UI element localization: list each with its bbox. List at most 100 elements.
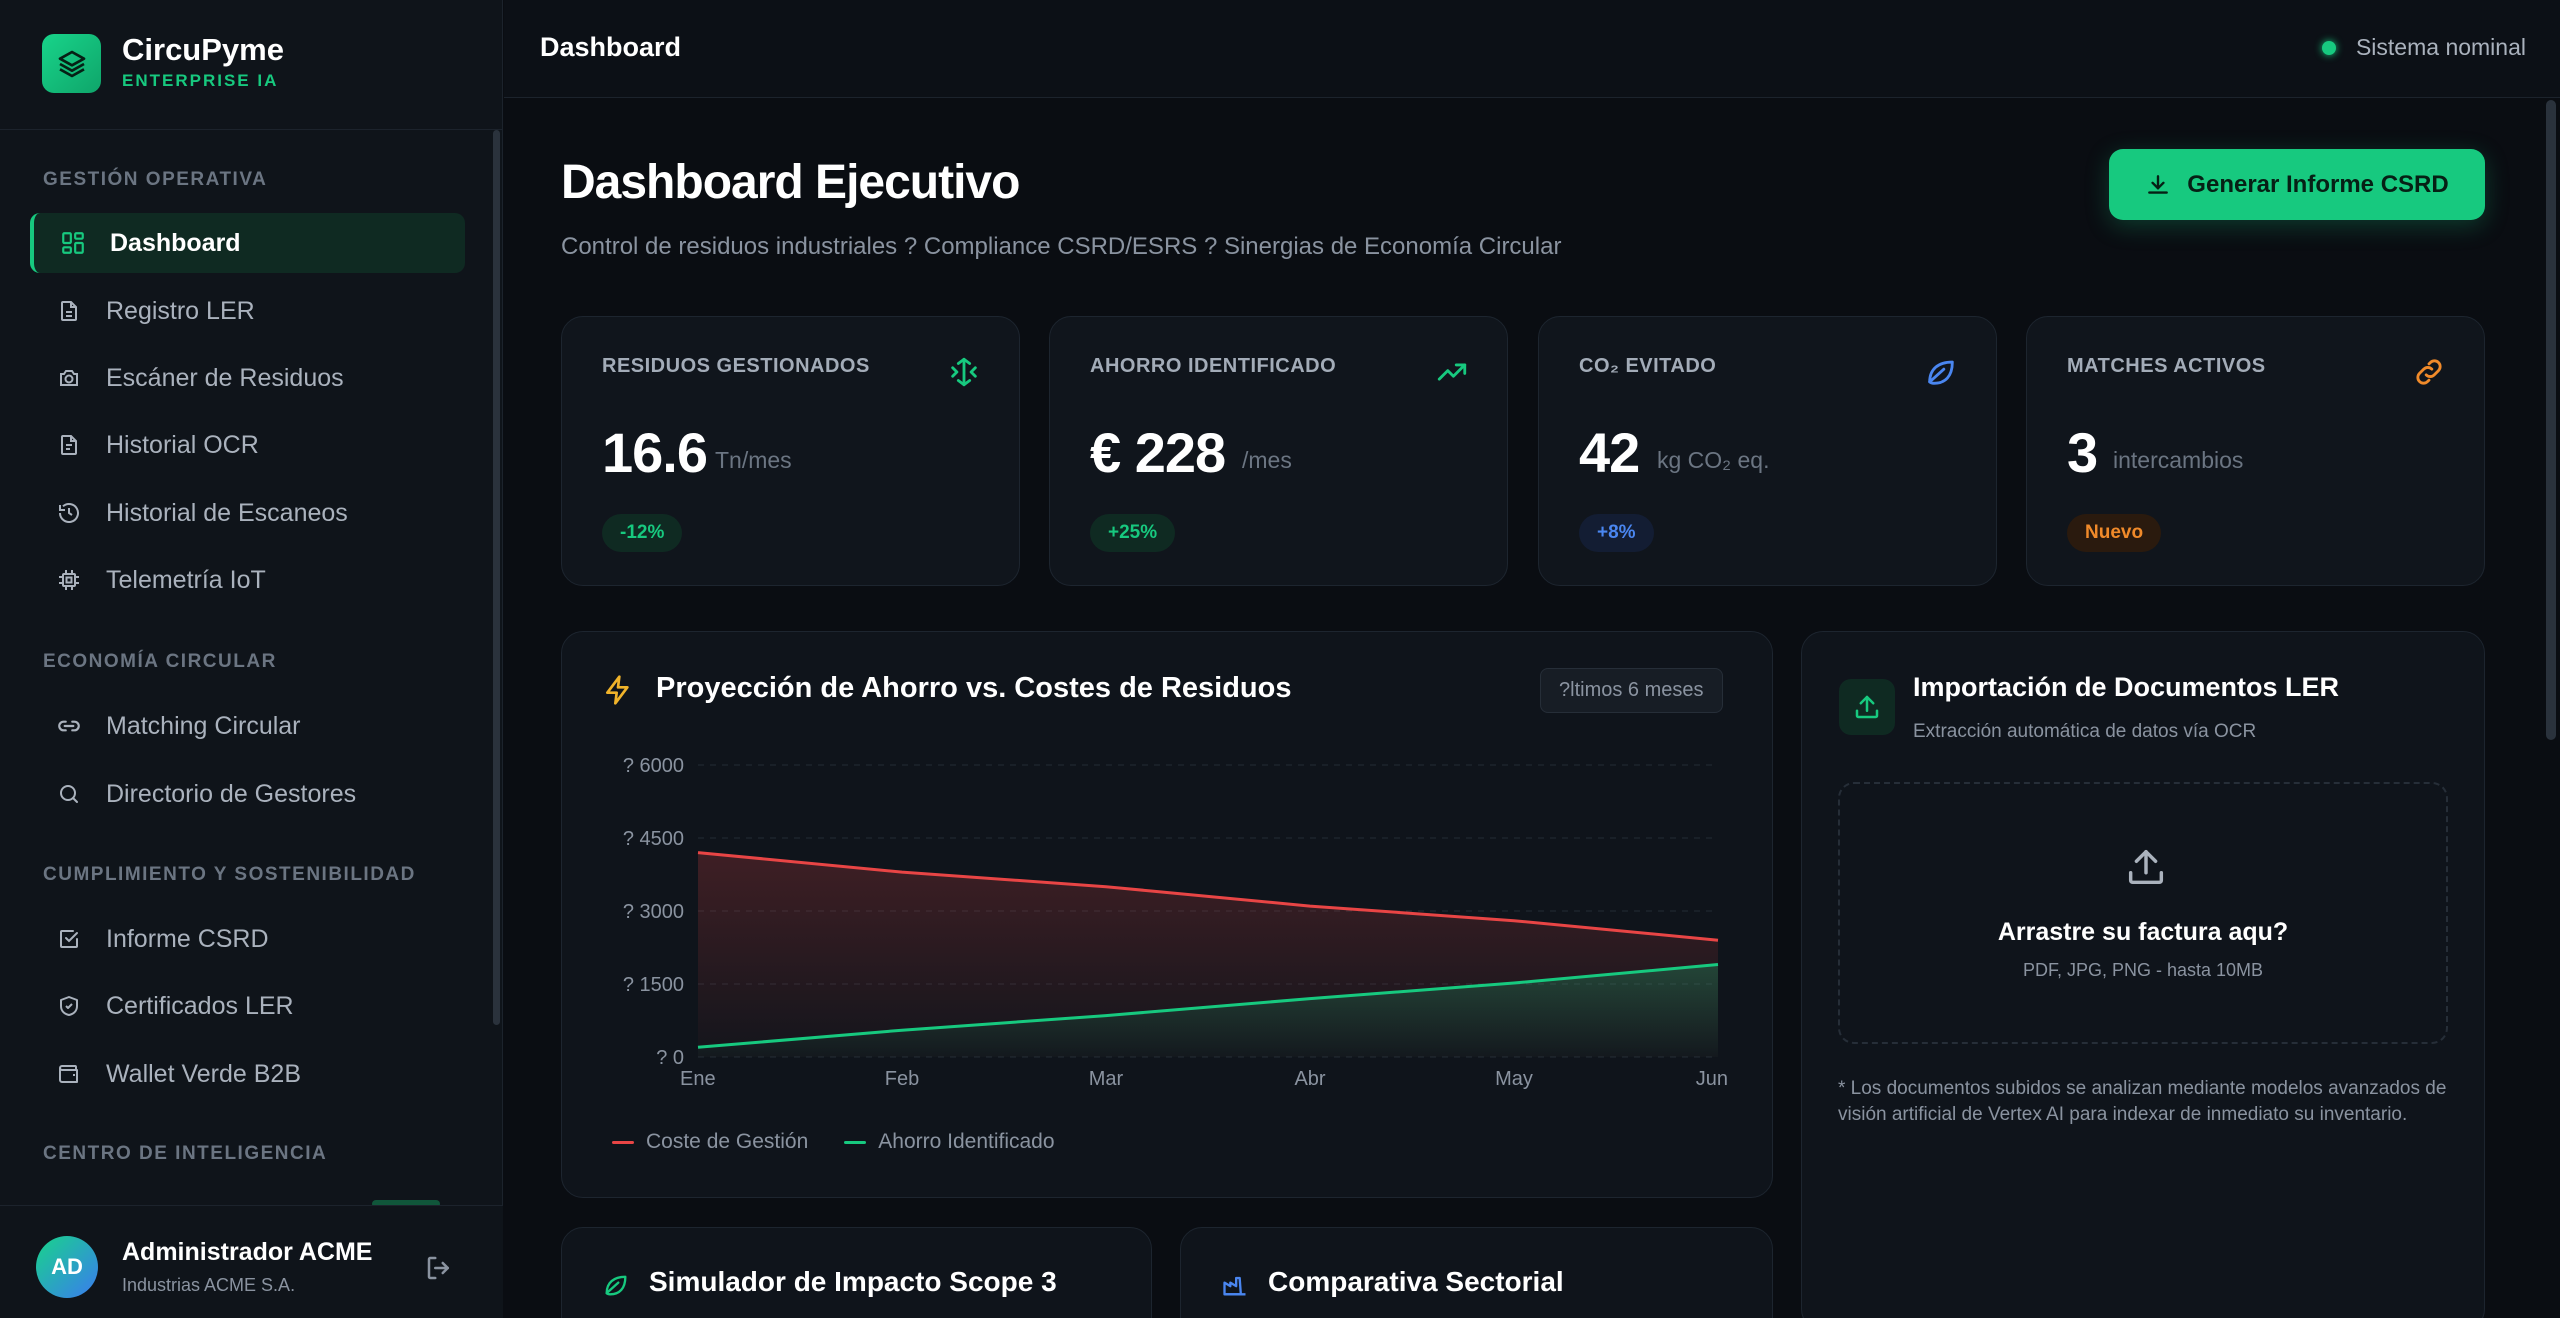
kpi-card-co2[interactable]: CO₂ EVITADO 42 kg CO₂ eq. +8% [1538, 316, 1997, 586]
chart-x-axis: Ene Feb Mar Abr May Jun [680, 1068, 1728, 1090]
series-line [697, 851, 1719, 942]
import-title: Importación de Documentos LER [1913, 672, 2340, 702]
status-text: Sistema nominal [2355, 34, 2526, 60]
status-dot-icon [2321, 40, 2336, 55]
kpi-value: 16.6 [602, 421, 708, 484]
legend-swatch [612, 1140, 634, 1144]
legend-item-coste[interactable]: Coste de Gestión [612, 1130, 808, 1154]
user-org: Industrias ACME S.A. [122, 1275, 296, 1295]
legend-label: Coste de Gestión [646, 1130, 809, 1153]
link-icon [54, 711, 84, 741]
y-tick-label: ? 4500 [623, 828, 684, 850]
kpi-badge: +25% [1090, 514, 1176, 552]
legend-item-ahorro[interactable]: Ahorro Identificado [844, 1130, 1055, 1154]
card-title: Simulador de Impacto Scope 3 [649, 1266, 1057, 1297]
wallet-icon [54, 1059, 84, 1089]
download-icon [2145, 172, 2171, 198]
kpi-unit: /mes [1242, 447, 1292, 473]
file-dropzone[interactable] [1838, 782, 2448, 1044]
section-gestion-operativa: GESTIÓN OPERATIVA [43, 169, 268, 190]
kpi-card-matches[interactable]: MATCHES ACTIVOS 3 intercambios Nuevo [2026, 316, 2485, 586]
generate-csrd-report-button[interactable]: Generar Informe CSRD [2109, 149, 2485, 220]
upload-icon [1839, 679, 1895, 735]
y-tick-label: ? 1500 [623, 974, 684, 996]
import-subtitle: Extracción automática de datos vía OCR [1913, 721, 2257, 742]
sidebar-item-label: Wallet Verde B2B [106, 1059, 302, 1088]
sidebar-item-label: Certificados LER [106, 991, 294, 1020]
legend-swatch [844, 1140, 867, 1144]
sidebar-item-label: Informe CSRD [106, 924, 269, 953]
sidebar-item-label: Historial de Escaneos [106, 498, 348, 527]
sidebar: CircuPyme ENTERPRISE IA GESTIÓN OPERATIV… [0, 0, 503, 1318]
sidebar-item-informe-csrd[interactable]: Informe CSRD [30, 909, 465, 969]
sidebar-item-escaner[interactable]: Escáner de Residuos [30, 348, 465, 408]
lightning-icon [602, 674, 634, 706]
x-tick-label: Abr [1294, 1068, 1325, 1090]
sidebar-item-historial-escaneos[interactable]: Historial de Escaneos [30, 483, 465, 543]
sidebar-item-matching[interactable]: Matching Circular [30, 696, 465, 756]
sidebar-item-historial-ocr[interactable]: Historial OCR [30, 415, 465, 475]
scope3-simulator-card[interactable]: Simulador de Impacto Scope 3 [561, 1227, 1152, 1318]
chart-lines [697, 851, 1719, 1049]
sidebar-item-label: Matching Circular [106, 711, 301, 740]
document-icon [54, 296, 84, 326]
kpi-value: 42 [1579, 421, 1640, 484]
kpi-badge: +8% [1579, 514, 1654, 552]
sidebar-item-label: Telemetría IoT [106, 565, 266, 594]
link-icon [2412, 355, 2446, 389]
x-tick-label: May [1495, 1068, 1533, 1090]
page-subtitle: Control de residuos industriales ? Compl… [561, 233, 1562, 260]
sidebar-item-registro-ler[interactable]: Registro LER [30, 281, 465, 341]
sidebar-item-directorio[interactable]: Directorio de Gestores [30, 764, 465, 824]
period-selector[interactable]: ?ltimos 6 meses [1540, 668, 1723, 713]
sector-comparison-card[interactable]: Comparativa Sectorial [1180, 1227, 1773, 1318]
sidebar-item-label: Escáner de Residuos [106, 363, 344, 392]
system-status: Sistema nominal [2321, 34, 2526, 61]
upload-icon [2123, 844, 2169, 890]
trending-up-icon [1435, 355, 1469, 389]
chart-title: Proyección de Ahorro vs. Costes de Resid… [656, 672, 1292, 704]
kpi-unit: intercambios [2113, 447, 2244, 473]
sidebar-item-wallet[interactable]: Wallet Verde B2B [30, 1044, 465, 1104]
import-note: * Los documentos subidos se analizan med… [1838, 1078, 2447, 1125]
x-tick-label: Mar [1089, 1068, 1124, 1090]
x-tick-label: Feb [885, 1068, 919, 1090]
avatar[interactable]: AD [36, 1236, 98, 1298]
leaf-icon [602, 1271, 630, 1299]
sidebar-item-label: Historial OCR [106, 430, 259, 459]
logout-icon[interactable] [424, 1253, 456, 1285]
grid-icon [58, 228, 88, 258]
sidebar-item-label: Registro LER [106, 296, 255, 325]
history-icon [54, 498, 84, 528]
kpi-label: CO₂ EVITADO [1579, 355, 1717, 377]
kpi-label: RESIDUOS GESTIONADOS [602, 355, 870, 377]
kpi-unit: Tn/mes [715, 447, 792, 473]
main-scrollbar[interactable] [2546, 100, 2556, 740]
kpi-value: € 228 [1090, 421, 1226, 484]
sidebar-item-label: Dashboard [110, 228, 241, 257]
sidebar-item-dashboard[interactable]: Dashboard [30, 213, 465, 273]
y-tick-label: ? 0 [656, 1047, 684, 1069]
hidden-item-badge [372, 1200, 440, 1208]
sidebar-item-certificados[interactable]: Certificados LER [30, 976, 465, 1036]
series-line [697, 963, 1719, 1049]
kpi-card-ahorro[interactable]: AHORRO IDENTIFICADO € 228 /mes +25% [1049, 316, 1508, 586]
generate-csrd-report-label: Generar Informe CSRD [2187, 170, 2449, 198]
layers-icon [42, 34, 101, 93]
y-tick-label: ? 3000 [623, 901, 684, 923]
document-text-icon [54, 430, 84, 460]
recycle-icon [947, 355, 981, 389]
sidebar-item-label: Directorio de Gestores [106, 779, 357, 808]
x-tick-label: Ene [680, 1068, 716, 1090]
sidebar-scrollbar[interactable] [493, 130, 500, 1025]
import-documents-card: Importación de Documentos LER Extracción… [1801, 631, 2485, 1318]
sidebar-item-telemetria[interactable]: Telemetría IoT [30, 550, 465, 610]
chart-y-axis: ? 0 ? 1500 ? 3000 ? 4500 ? 6000 [623, 755, 684, 1069]
y-tick-label: ? 6000 [623, 755, 684, 777]
dropzone-title: Arrastre su factura aqu? [1997, 918, 2289, 946]
page-title: Dashboard Ejecutivo [561, 156, 1020, 209]
kpi-label: MATCHES ACTIVOS [2067, 355, 2266, 377]
kpi-card-residuos[interactable]: RESIDUOS GESTIONADOS 16.6 Tn/mes -12% [561, 316, 1020, 586]
camera-icon [54, 363, 84, 393]
